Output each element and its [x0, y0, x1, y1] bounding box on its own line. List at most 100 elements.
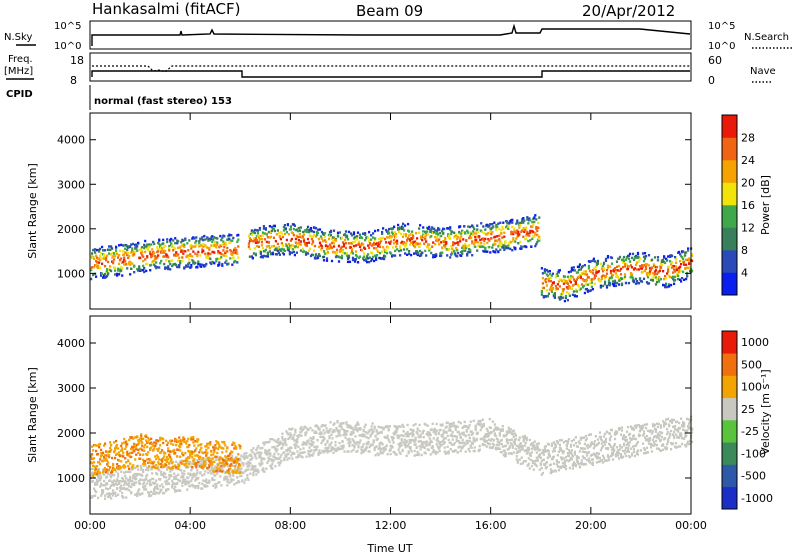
power-cell: [502, 227, 505, 230]
power-cell: [306, 252, 310, 255]
velocity-cell: [623, 452, 627, 455]
velocity-cell: [585, 458, 588, 462]
velocity-cell: [613, 443, 617, 446]
velocity-cell: [109, 479, 112, 482]
velocity-cell: [124, 465, 127, 468]
power-cell: [558, 269, 561, 272]
power-cell: [349, 246, 353, 249]
power-cell: [250, 255, 253, 258]
power-cell: [514, 246, 517, 250]
velocity-cell: [316, 439, 319, 442]
velocity-cell: [531, 461, 534, 465]
power-cell: [329, 233, 333, 237]
velocity-cell: [111, 473, 114, 477]
power-cell: [581, 286, 584, 289]
power-cell: [219, 234, 222, 238]
velocity-cell: [567, 459, 570, 463]
velocity-cell: [428, 437, 431, 440]
power-cell: [653, 256, 657, 259]
power-cell: [312, 234, 316, 237]
velocity-cell: [679, 445, 682, 448]
power-cell: [641, 270, 645, 273]
power-cell: [570, 287, 573, 290]
power-cell: [599, 279, 602, 282]
power-cell: [677, 277, 680, 281]
velocity-cell: [659, 424, 663, 427]
velocity-cell: [254, 465, 257, 468]
power-cell: [557, 271, 560, 274]
power-cell: [475, 240, 478, 244]
power-cell: [481, 230, 484, 234]
power-cell: [301, 235, 305, 238]
power-cell: [551, 287, 554, 290]
velocity-cell: [373, 427, 376, 430]
velocity-cell: [331, 448, 334, 451]
power-cell: [662, 258, 665, 262]
power-cell: [515, 232, 518, 235]
velocity-cell: [604, 437, 608, 441]
velocity-cell: [101, 492, 104, 495]
power-cell: [172, 249, 175, 252]
power-cell: [681, 256, 684, 259]
velocity-cell: [114, 449, 117, 452]
velocity-cell: [171, 486, 174, 489]
velocity-cell: [413, 454, 416, 457]
power-cell: [568, 279, 571, 283]
velocity-cell: [149, 479, 152, 482]
velocity-cell: [128, 485, 131, 488]
power-cell: [100, 274, 103, 277]
velocity-cell: [98, 474, 101, 477]
power-cell: [553, 292, 556, 295]
velocity-cell: [121, 480, 124, 483]
velocity-cell: [108, 492, 111, 495]
velocity-cell: [361, 445, 364, 448]
power-cell: [392, 246, 395, 249]
power-cell: [116, 272, 119, 276]
velocity-cell: [125, 477, 128, 480]
velocity-cell: [269, 438, 272, 441]
velocity-cell: [610, 428, 614, 432]
velocity-cell: [93, 461, 96, 464]
velocity-cell: [519, 448, 522, 451]
power-cell: [142, 264, 145, 268]
velocity-cell: [303, 442, 306, 446]
velocity-cell: [104, 459, 107, 462]
velocity-cell: [344, 431, 347, 435]
power-cell: [363, 252, 366, 255]
power-cell: [390, 237, 393, 240]
velocity-cell: [331, 437, 334, 440]
velocity-cell: [538, 448, 541, 451]
power-cell: [326, 251, 330, 254]
power-cell: [569, 281, 572, 284]
velocity-cell: [254, 469, 257, 473]
power-cell: [635, 261, 639, 264]
power-cell: [345, 234, 349, 237]
velocity-cell: [638, 429, 642, 433]
power-cell: [369, 243, 372, 246]
velocity-cell: [389, 448, 392, 452]
velocity-cell: [186, 480, 189, 483]
velocity-cell: [277, 461, 280, 464]
power-cell: [438, 228, 441, 231]
velocity-cell: [353, 444, 356, 447]
power-cell: [113, 258, 116, 261]
velocity-cell: [118, 459, 121, 462]
power-cell: [344, 246, 348, 250]
power-cell: [671, 261, 674, 264]
power-cell: [682, 250, 685, 253]
power-cell: [358, 245, 362, 249]
power-cell: [232, 251, 235, 254]
power-cell: [414, 245, 417, 249]
power-cell: [210, 262, 213, 266]
velocity-cell: [422, 436, 425, 439]
velocity-cell: [232, 464, 235, 468]
velocity-cell: [666, 428, 669, 431]
power-cell: [619, 267, 623, 271]
velocity-cell: [142, 469, 145, 472]
velocity-cell: [654, 439, 658, 443]
power-cell: [567, 292, 570, 295]
power-cell: [167, 267, 170, 271]
power-cell: [449, 226, 452, 229]
velocity-cell: [215, 485, 218, 488]
power-cell: [583, 273, 586, 276]
